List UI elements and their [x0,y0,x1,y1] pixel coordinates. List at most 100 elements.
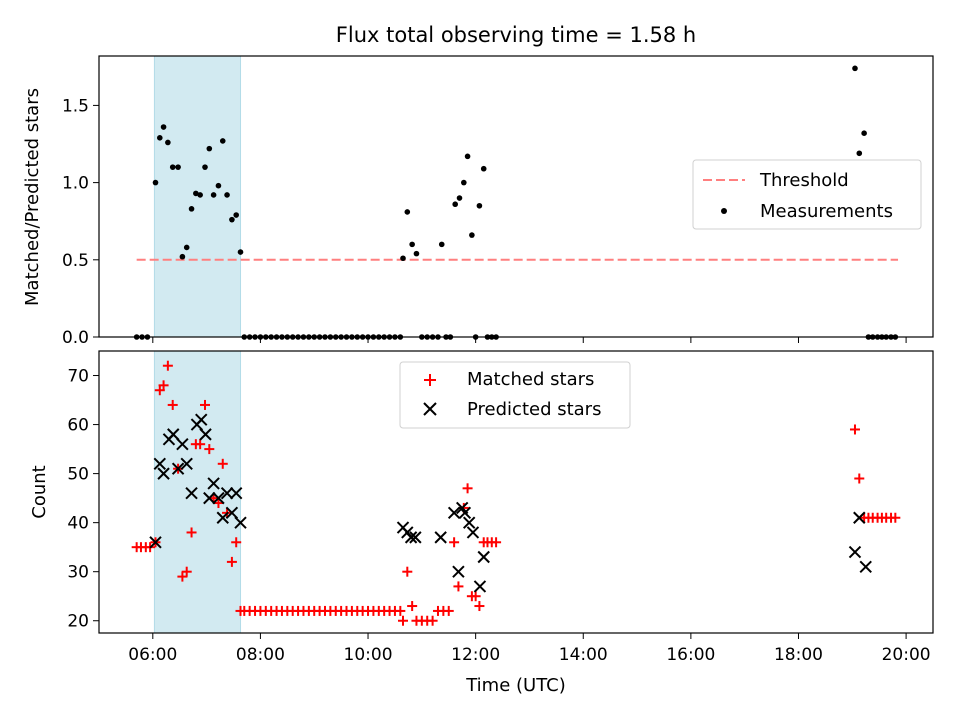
measurement-point [157,135,163,141]
x-tick-label: 12:00 [451,645,500,665]
predicted-stars-points [149,413,872,593]
predicted-star-point [216,511,229,524]
measurement-point [202,164,208,170]
measurement-points [133,65,899,340]
x-tick-label: 16:00 [666,645,715,665]
measurement-point [461,179,467,186]
legend-threshold-label: Threshold [759,170,849,191]
measurement-point [438,241,445,248]
measurement-point [856,150,863,157]
y-ticks-bottom: 20 30 40 50 60 70 [67,367,99,632]
matched-star-point [167,399,178,410]
matched-star-point [474,601,485,612]
measurement-point [219,138,226,144]
measurement-point [237,249,244,255]
x-tick-label: 06:00 [128,645,177,665]
axes-frame-top [98,55,934,338]
matched-stars-points [131,360,901,626]
measurement-point [852,65,858,72]
measurement-point [476,202,483,209]
predicted-star-point [199,428,212,441]
legend-measurements-swatch [721,208,727,214]
y-tick-label: 1.5 [62,96,89,116]
measurement-point [193,190,199,197]
matched-star-point [427,615,438,626]
y-tick-label: 0.5 [62,251,89,271]
matched-star-point [231,537,242,548]
measurement-point [409,241,415,248]
panel-top: 0.0 0.5 1.0 1.5 Matched/Predicted stars Thr… [22,55,934,348]
predicted-star-point [409,531,422,544]
panel-bottom: 20 30 40 50 60 70 06:00 08:00 10:00 12:00 14:00 16… [29,350,934,696]
measurement-point [165,139,171,146]
predicted-star-point [207,477,220,490]
predicted-star-point [473,580,487,593]
predicted-star-point [212,491,225,505]
predicted-star-point [171,462,185,475]
y-tick-label: 70 [67,367,89,387]
x-ticks-top [152,337,907,343]
measurement-point [175,164,181,170]
matched-star-point [407,601,418,612]
legend-top-frame [692,159,922,230]
matched-star-point [890,512,901,523]
measurement-point [210,192,217,198]
matched-star-point [186,527,197,538]
x-tick-label: 18:00 [774,645,823,665]
matched-star-point [181,566,192,577]
matched-star-point [453,581,464,592]
x-tick-label: 20:00 [882,645,931,665]
matched-star-point [162,360,173,371]
predicted-star-point [466,526,480,539]
matched-star-point [395,605,406,616]
measurement-point [224,192,230,198]
legend-top: Threshold Measurements [692,159,922,230]
measurement-point [404,209,411,215]
measurement-point [456,195,463,201]
legend-predicted-swatch [423,402,437,416]
measurement-point [188,206,195,212]
measurement-point [233,212,240,218]
predicted-star-point [195,413,208,426]
predicted-star-point [176,437,189,451]
predicted-star-point [447,506,461,520]
measurement-point [413,250,420,257]
legend-predicted-label: Predicted stars [467,399,601,420]
matched-star-point [491,537,502,548]
measurement-point [469,232,475,238]
predicted-star-point [220,487,234,500]
legend-bottom: Matched stars Predicted stars [399,361,631,429]
predicted-star-point [153,457,167,471]
matched-star-point [470,591,481,602]
predicted-star-point [853,511,866,524]
predicted-star-point [458,506,472,520]
matched-star-point [854,473,865,484]
y-tick-label: 20 [67,612,89,632]
measurement-point [160,124,167,130]
predicted-star-point [452,565,465,578]
measurement-point [452,201,458,208]
predicted-star-point [477,550,490,564]
matched-star-point [449,537,460,548]
measurement-point [480,165,487,172]
x-ticks-bottom: 06:00 08:00 10:00 12:00 14:00 16:00 18:00 20:00 [128,633,931,665]
matched-star-point [195,439,206,450]
measurement-point [197,192,203,198]
measurement-point [169,164,176,170]
legend-measurements-label: Measurements [760,201,893,222]
measurement-point [861,130,867,136]
matched-star-point [226,556,237,567]
predicted-star-point [234,516,247,529]
predicted-star-point [225,506,239,520]
matched-star-point [204,444,215,455]
y-tick-label: 50 [67,465,89,485]
measurement-point [400,255,406,262]
y-tick-label: 40 [67,514,89,534]
y-axis-label-bottom: Count [29,465,50,518]
matched-star-point [462,483,473,494]
axes-frame-bottom [98,350,934,634]
matched-star-point [158,380,169,391]
matched-star-point [849,424,860,435]
predicted-star-point [404,531,418,544]
